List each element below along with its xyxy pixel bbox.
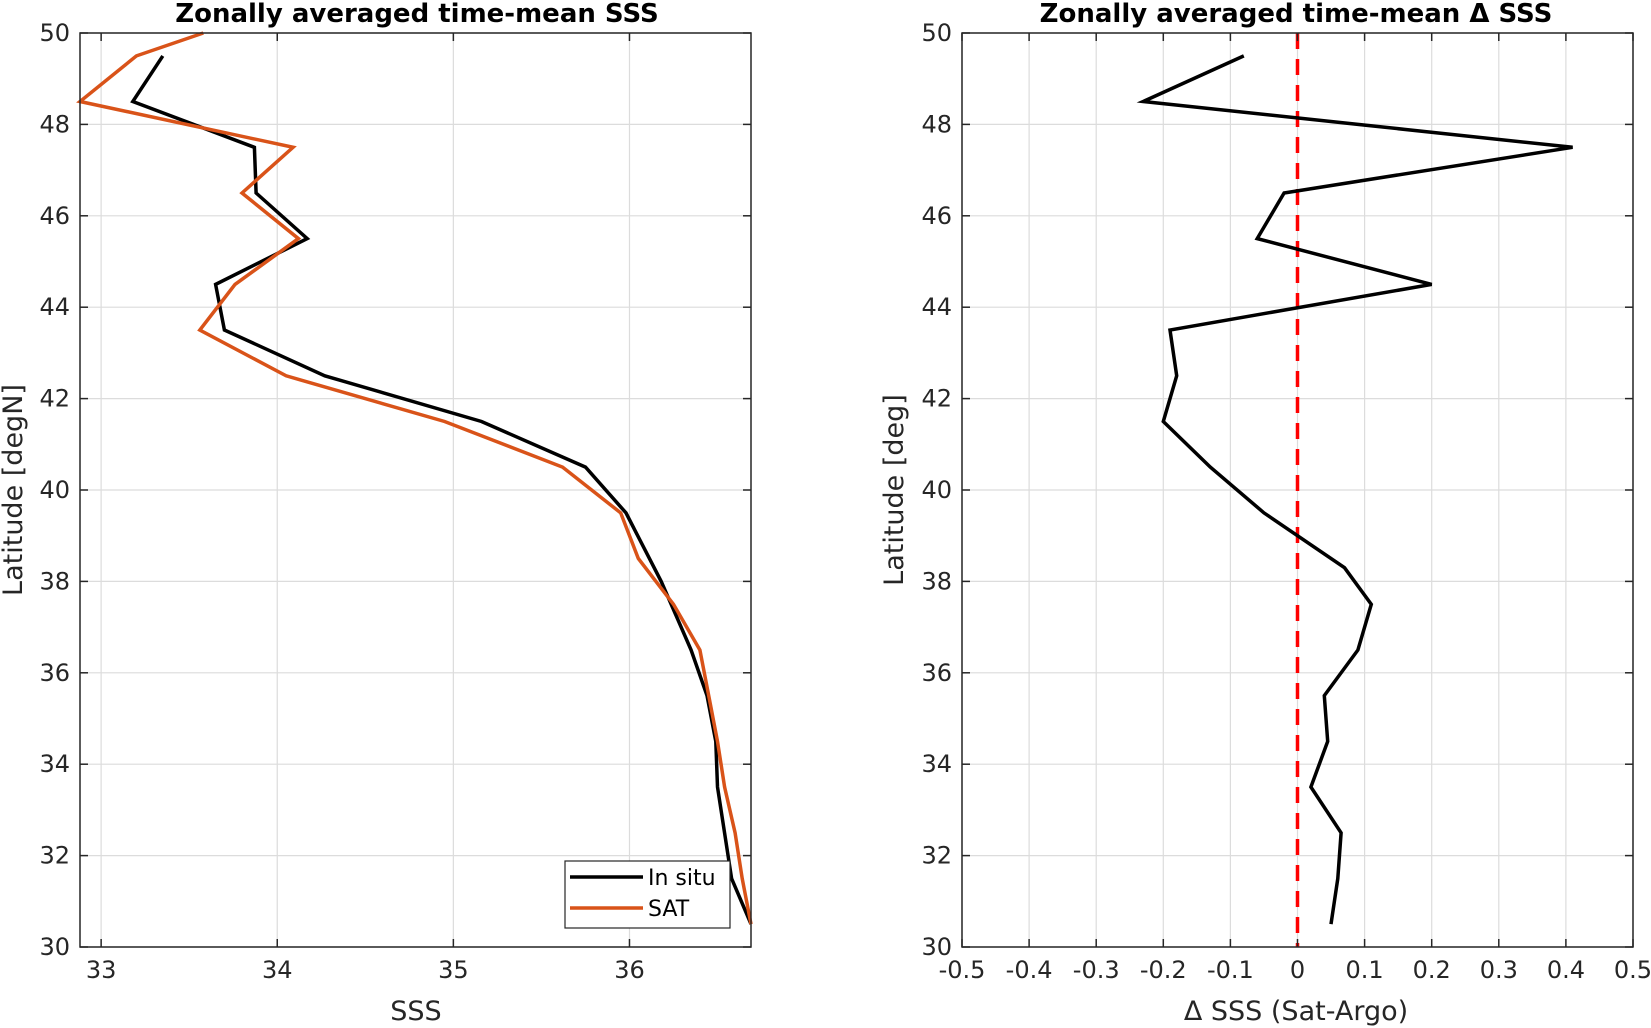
x-tick-label: 0.5 [1614,956,1651,984]
x-tick-label: 0.2 [1413,956,1451,984]
y-tick-label: 50 [39,19,70,47]
y-tick-label: 48 [39,110,70,138]
y-tick-label: 46 [921,202,952,230]
y-tick-label: 44 [921,293,952,321]
x-tick-label: 0.4 [1547,956,1585,984]
y-tick-label: 40 [921,476,952,504]
x-tick-label: 36 [614,956,645,984]
legend-label-sat: SAT [648,897,690,922]
y-tick-label: 48 [921,110,952,138]
series-line-in-situ [130,54,753,925]
legend-box [564,860,731,929]
y-tick-label: 38 [921,567,952,595]
y-tick-label: 38 [39,567,70,595]
x-tick-label: 0.1 [1346,956,1384,984]
y-tick-label: 42 [921,385,952,413]
left-x-axis-label: SSS [390,996,441,1027]
y-tick-label: 32 [39,842,70,870]
x-tick-label: -0.5 [939,956,986,984]
legend: In situ SAT [564,860,731,929]
right-x-axis-label: Δ SSS (Sat-Argo) [1184,996,1408,1027]
x-tick-label: 33 [86,956,117,984]
x-tick-label: -0.4 [1006,956,1053,984]
legend-label-in-situ: In situ [648,866,716,891]
y-tick-label: 40 [39,476,70,504]
y-tick-label: 30 [921,933,952,961]
x-tick-label: 0 [1290,956,1305,984]
left-chart-title: Zonally averaged time-mean SSS [175,0,659,29]
x-tick-label: -0.1 [1207,956,1254,984]
y-tick-label: 50 [921,19,952,47]
right-chart-title: Zonally averaged time-mean Δ SSS [1040,0,1553,29]
y-tick-label: 44 [39,293,70,321]
y-tick-label: 42 [39,385,70,413]
x-tick-label: -0.2 [1140,956,1187,984]
y-tick-label: 34 [921,750,952,778]
y-tick-label: 32 [921,842,952,870]
x-tick-label: 34 [262,956,293,984]
right-panel: Zonally averaged time-mean Δ SSS -0.5 -0.… [879,0,1651,1027]
x-tick-label: -0.3 [1073,956,1120,984]
y-tick-label: 34 [39,750,70,778]
y-tick-label: 36 [921,659,952,687]
x-tick-label: 35 [438,956,469,984]
y-tick-label: 46 [39,202,70,230]
left-series-lines [76,31,753,925]
series-line-delta-sss [1136,54,1573,925]
left-ticks: 33 34 35 36 30 32 34 36 38 40 42 44 46 48 50 [39,19,751,984]
right-series-lines [1136,54,1573,925]
y-tick-label: 30 [39,933,70,961]
x-tick-label: 0.3 [1480,956,1518,984]
y-tick-label: 36 [39,659,70,687]
left-grid [80,32,751,948]
right-y-axis-label: Latitude [deg] [879,394,910,586]
left-panel: Zonally averaged time-mean SSS 33 34 35 363… [0,0,753,1027]
right-ticks: -0.5 -0.4 -0.3 -0.2 -0.1 0 0.1 0.2 0.3 0.4 0.5 30 32… [921,19,1651,984]
left-y-axis-label: Latitude [degN] [0,384,29,596]
series-line-sat [76,31,753,925]
